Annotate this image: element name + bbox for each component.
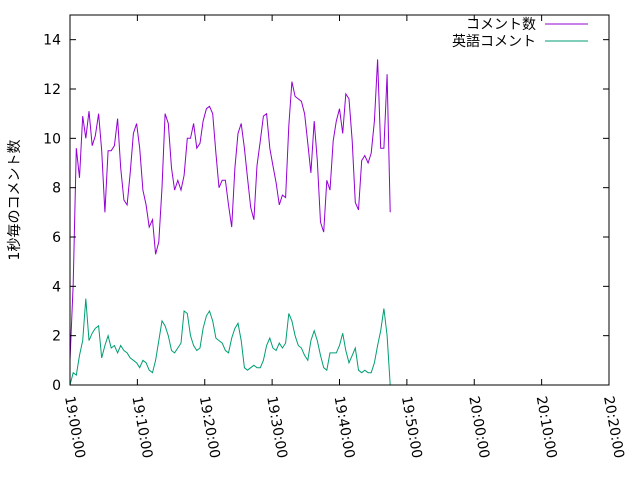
x-tick-label: 19:30:00 <box>263 395 290 460</box>
x-tick-label: 20:10:00 <box>533 395 560 460</box>
y-tick-label: 2 <box>52 329 61 345</box>
y-tick-label: 12 <box>43 82 61 98</box>
x-tick-label: 19:00:00 <box>61 395 88 460</box>
y-tick-label: 14 <box>43 33 61 49</box>
x-tick-label: 20:00:00 <box>465 395 492 460</box>
plot-border <box>69 14 610 386</box>
x-tick-label: 20:20:00 <box>600 395 627 460</box>
x-tick-label: 19:40:00 <box>331 395 358 460</box>
plot-lines <box>69 59 391 386</box>
x-tick-label: 19:10:00 <box>128 395 155 460</box>
series-line-2 <box>69 298 391 386</box>
y-tick-label: 4 <box>52 279 61 295</box>
y-axis-label: 1秒毎のコメント数 <box>7 140 23 261</box>
x-tick-label: 19:50:00 <box>398 395 425 460</box>
y-tick-label: 8 <box>52 181 61 197</box>
x-tick-label: 19:20:00 <box>196 395 223 460</box>
y-tick-label: 6 <box>52 230 61 246</box>
legend-label-2: 英語コメント <box>452 33 536 50</box>
y-tick-label: 0 <box>52 378 61 394</box>
axes: 0 2 4 6 8 10 12 14 19:00:00 19:10:00 19:20:00 19:30… <box>43 14 627 460</box>
y-tick-label: 10 <box>43 131 61 147</box>
series-line-1 <box>69 59 391 361</box>
legend-label-1: コメント数 <box>466 17 536 33</box>
